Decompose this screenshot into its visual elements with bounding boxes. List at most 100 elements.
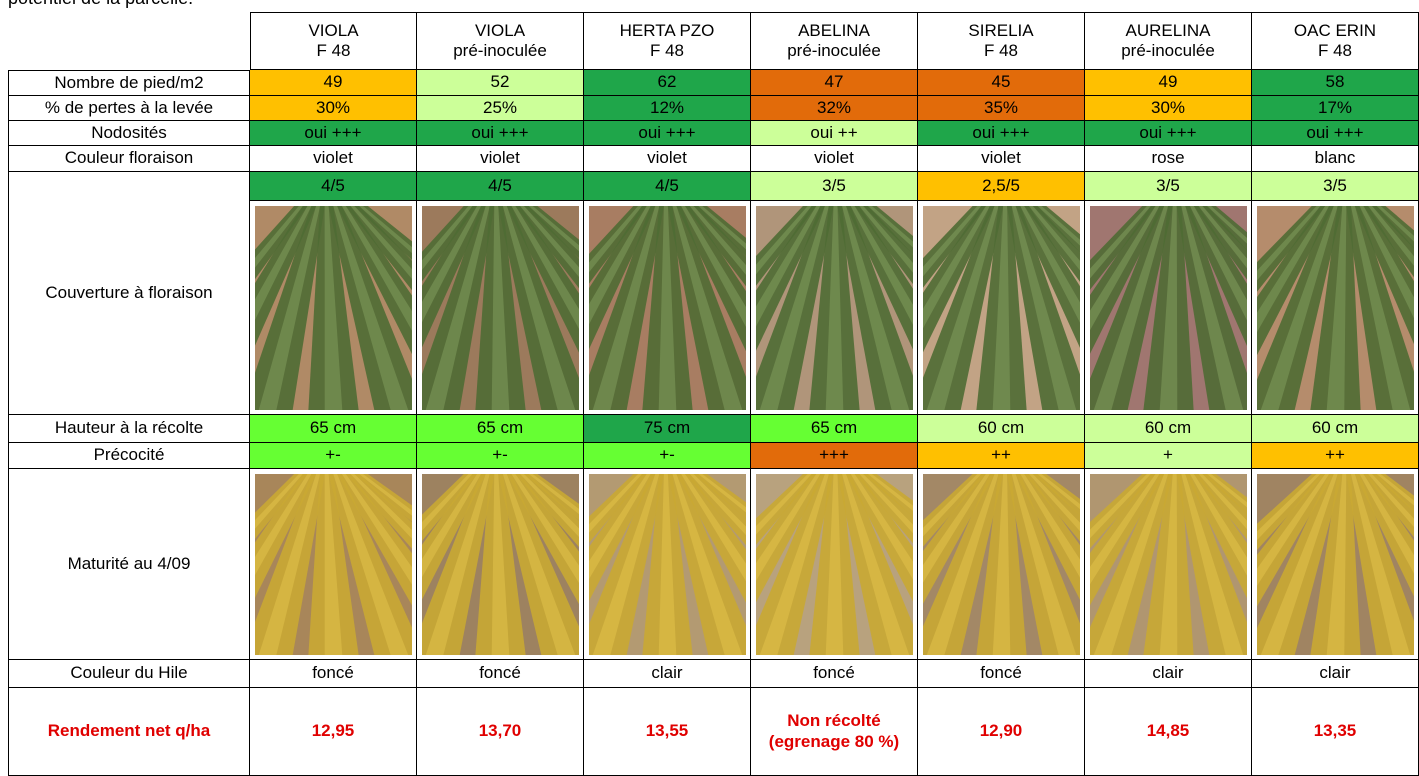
value-text: 49 — [323, 72, 343, 92]
photo — [1087, 203, 1250, 413]
value-text: 13,70 — [478, 721, 522, 741]
value-cell: oui +++ — [918, 121, 1085, 146]
value-cell: 58 — [1252, 70, 1419, 96]
value-cell: 4/5 — [417, 172, 584, 201]
value-text: 58 — [1325, 72, 1345, 92]
value-cell: 49 — [1085, 70, 1252, 96]
value-text: 35% — [983, 97, 1019, 117]
value-cell: violet — [918, 146, 1085, 172]
value-text: 3/5 — [1323, 175, 1347, 195]
value-cell: blanc — [1252, 146, 1419, 172]
row-label: Rendement net q/ha — [8, 688, 250, 776]
value-text: foncé — [479, 663, 521, 683]
value-cell: 47 — [751, 70, 918, 96]
value-cell: 12% — [584, 96, 751, 121]
header-cell: VIOLA F 48 — [250, 12, 417, 70]
variety-sub: F 48 — [649, 41, 685, 60]
value-cell: Non récolté (egrenage 80 %) — [751, 688, 918, 776]
value-text: 52 — [490, 72, 510, 92]
value-text: 3/5 — [1156, 175, 1180, 195]
variety-name: HERTA PZO — [619, 20, 715, 40]
value-cell: oui +++ — [417, 121, 584, 146]
value-cell: foncé — [751, 660, 918, 688]
value-cell: oui ++ — [751, 121, 918, 146]
value-cell: oui +++ — [1252, 121, 1419, 146]
value-text: +- — [325, 445, 341, 465]
value-cell: clair — [584, 660, 751, 688]
value-cell: +++ — [751, 443, 918, 469]
value-text: +++ — [819, 445, 849, 465]
photo — [1087, 471, 1250, 658]
value-cell: 65 cm — [417, 415, 584, 443]
row-label: Couverture à floraison — [8, 172, 250, 415]
value-cell: 60 cm — [1252, 415, 1419, 443]
photo-cell — [250, 469, 417, 660]
value-cell: 12,95 — [250, 688, 417, 776]
header-cell: SIRELIA F 48 — [918, 12, 1085, 70]
value-cell: 75 cm — [584, 415, 751, 443]
value-cell: 13,70 — [417, 688, 584, 776]
row-label-text: Couverture à floraison — [45, 282, 213, 302]
value-text: foncé — [312, 663, 354, 683]
value-text: 2,5/5 — [982, 175, 1020, 195]
value-text: oui +++ — [972, 122, 1030, 142]
value-text: +- — [492, 445, 508, 465]
value-cell: +- — [250, 443, 417, 469]
value-cell: 60 cm — [918, 415, 1085, 443]
photo — [1254, 203, 1417, 413]
value-cell: 49 — [250, 70, 417, 96]
value-cell: 32% — [751, 96, 918, 121]
variety-sub: pré-inoculée — [1121, 41, 1215, 60]
variety-name: ABELINA — [798, 20, 870, 40]
photo — [920, 471, 1083, 658]
variety-name: SIRELIA — [968, 20, 1034, 40]
value-text: 75 cm — [643, 418, 691, 438]
photo — [753, 203, 916, 413]
photo — [586, 471, 749, 658]
value-text: oui +++ — [471, 122, 529, 142]
value-text: foncé — [813, 663, 855, 683]
variety-name: VIOLA — [474, 20, 526, 40]
value-cell: 13,35 — [1252, 688, 1419, 776]
value-cell: + — [1085, 443, 1252, 469]
header-cell: HERTA PZO F 48 — [584, 12, 751, 70]
value-text: violet — [480, 148, 520, 168]
row-label: Maturité au 4/09 — [8, 469, 250, 660]
value-cell: 25% — [417, 96, 584, 121]
photo-cell — [584, 201, 751, 415]
value-text: 49 — [1158, 72, 1178, 92]
value-text: clair — [651, 663, 683, 683]
row-label: Précocité — [8, 443, 250, 469]
row-label-text: Rendement net q/ha — [47, 721, 211, 741]
row-label: Nodosités — [8, 121, 250, 146]
photo — [419, 203, 582, 413]
value-text: violet — [313, 148, 353, 168]
header-cell: ABELINA pré-inoculée — [751, 12, 918, 70]
header-cell: AURELINA pré-inoculée — [1085, 12, 1252, 70]
value-text: 4/5 — [321, 175, 345, 195]
value-text: oui +++ — [304, 122, 362, 142]
value-text: 65 cm — [810, 418, 858, 438]
value-cell: oui +++ — [584, 121, 751, 146]
value-cell: ++ — [1252, 443, 1419, 469]
value-text: 30% — [1150, 97, 1186, 117]
value-text: 4/5 — [488, 175, 512, 195]
value-text: oui +++ — [638, 122, 696, 142]
header-cell: VIOLA pré-inoculée — [417, 12, 584, 70]
value-text: 12,95 — [311, 721, 355, 741]
value-cell: +- — [584, 443, 751, 469]
value-cell: clair — [1085, 660, 1252, 688]
value-cell: 65 cm — [751, 415, 918, 443]
value-cell: 12,90 — [918, 688, 1085, 776]
row-label: Couleur floraison — [8, 146, 250, 172]
value-text: violet — [814, 148, 854, 168]
value-cell: oui +++ — [1085, 121, 1252, 146]
header-cell: OAC ERIN F 48 — [1252, 12, 1419, 70]
value-cell: foncé — [918, 660, 1085, 688]
value-text: violet — [647, 148, 687, 168]
value-cell: 45 — [918, 70, 1085, 96]
value-cell: 4/5 — [584, 172, 751, 201]
variety-name: AURELINA — [1125, 20, 1211, 40]
variety-name: OAC ERIN — [1293, 20, 1377, 40]
